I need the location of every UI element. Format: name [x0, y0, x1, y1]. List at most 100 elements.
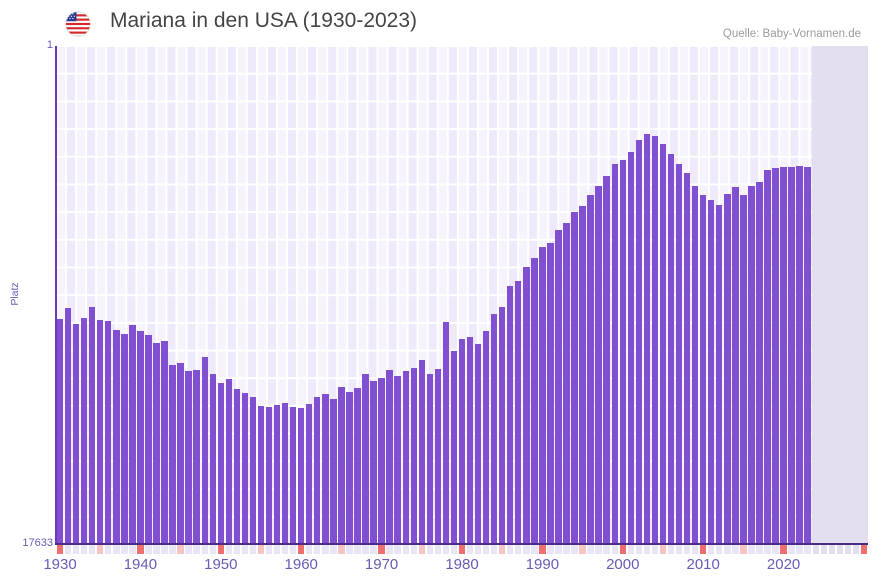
- x-axis-tick: [273, 545, 281, 554]
- bar[interactable]: [796, 166, 803, 543]
- bar[interactable]: [756, 181, 763, 543]
- bar[interactable]: [724, 194, 731, 543]
- bar[interactable]: [145, 335, 152, 543]
- bar[interactable]: [105, 321, 112, 543]
- bar[interactable]: [595, 185, 602, 543]
- bar[interactable]: [297, 407, 305, 543]
- x-axis-tick: [249, 545, 257, 554]
- bar[interactable]: [386, 370, 393, 543]
- bar[interactable]: [434, 368, 442, 543]
- bar[interactable]: [265, 406, 273, 543]
- bar[interactable]: [346, 392, 353, 543]
- bar[interactable]: [772, 167, 779, 543]
- bar[interactable]: [241, 393, 249, 543]
- bar[interactable]: [555, 229, 562, 543]
- bar[interactable]: [635, 140, 643, 543]
- bar[interactable]: [394, 375, 401, 543]
- bar[interactable]: [306, 403, 313, 543]
- bar[interactable]: [362, 373, 369, 543]
- bar[interactable]: [482, 330, 490, 543]
- bar[interactable]: [788, 167, 795, 543]
- bar[interactable]: [651, 136, 659, 543]
- bar[interactable]: [193, 369, 200, 543]
- bar[interactable]: [273, 405, 281, 543]
- x-axis-tick: [844, 545, 852, 554]
- bar[interactable]: [322, 394, 329, 543]
- bar[interactable]: [675, 164, 683, 543]
- bar[interactable]: [490, 313, 498, 543]
- bar[interactable]: [161, 340, 168, 543]
- x-axis-tick: [281, 545, 289, 554]
- bar[interactable]: [225, 379, 233, 543]
- bar[interactable]: [402, 371, 409, 543]
- bar[interactable]: [611, 164, 618, 543]
- bar[interactable]: [474, 343, 482, 543]
- bar[interactable]: [539, 246, 546, 543]
- bar[interactable]: [748, 186, 755, 543]
- bar[interactable]: [410, 367, 417, 543]
- bar[interactable]: [708, 200, 715, 543]
- bar[interactable]: [113, 330, 120, 543]
- bar[interactable]: [233, 389, 241, 543]
- bar[interactable]: [683, 172, 691, 543]
- bar[interactable]: [627, 151, 635, 543]
- bar[interactable]: [121, 334, 128, 543]
- bar[interactable]: [603, 176, 610, 543]
- bar[interactable]: [450, 350, 458, 543]
- x-axis-tick: [691, 545, 699, 554]
- bar[interactable]: [643, 133, 651, 543]
- bar[interactable]: [129, 324, 136, 543]
- x-axis-tick: [362, 545, 369, 554]
- bar[interactable]: [507, 286, 514, 543]
- bar[interactable]: [330, 399, 337, 543]
- bar[interactable]: [667, 153, 675, 543]
- bar[interactable]: [699, 195, 707, 543]
- bar[interactable]: [619, 159, 626, 543]
- bar[interactable]: [458, 338, 466, 543]
- bar[interactable]: [338, 387, 345, 543]
- bar[interactable]: [209, 374, 216, 543]
- bar[interactable]: [442, 321, 450, 543]
- bar[interactable]: [249, 396, 257, 543]
- bar[interactable]: [217, 382, 225, 543]
- bar[interactable]: [370, 381, 377, 543]
- bar[interactable]: [314, 397, 321, 543]
- bar[interactable]: [716, 204, 723, 543]
- bar[interactable]: [72, 324, 80, 543]
- bar[interactable]: [740, 195, 747, 543]
- bar[interactable]: [177, 363, 184, 543]
- bar[interactable]: [88, 307, 96, 543]
- bar[interactable]: [56, 319, 64, 543]
- bar[interactable]: [498, 306, 506, 543]
- bar[interactable]: [80, 317, 88, 543]
- bar[interactable]: [289, 406, 297, 543]
- bar[interactable]: [804, 166, 811, 543]
- bar[interactable]: [97, 320, 104, 543]
- bar[interactable]: [571, 212, 578, 543]
- bar[interactable]: [587, 194, 594, 543]
- bar[interactable]: [257, 405, 265, 543]
- bar[interactable]: [64, 308, 72, 543]
- bar[interactable]: [691, 186, 699, 543]
- bar[interactable]: [523, 267, 530, 543]
- bar[interactable]: [153, 342, 160, 543]
- bar[interactable]: [201, 357, 208, 543]
- bar[interactable]: [659, 143, 667, 543]
- bar[interactable]: [426, 373, 434, 543]
- bar[interactable]: [515, 280, 522, 543]
- bar[interactable]: [378, 377, 385, 543]
- bar[interactable]: [547, 243, 554, 543]
- bar[interactable]: [281, 403, 289, 543]
- bar[interactable]: [354, 388, 361, 543]
- bar[interactable]: [732, 187, 739, 543]
- bar[interactable]: [579, 205, 586, 543]
- bar[interactable]: [137, 330, 144, 543]
- bar[interactable]: [169, 364, 176, 543]
- bar[interactable]: [531, 257, 538, 543]
- bar[interactable]: [563, 223, 570, 543]
- bar[interactable]: [466, 337, 474, 543]
- bar[interactable]: [185, 371, 192, 543]
- bar[interactable]: [764, 169, 771, 543]
- bar[interactable]: [418, 360, 425, 543]
- bar[interactable]: [780, 166, 787, 543]
